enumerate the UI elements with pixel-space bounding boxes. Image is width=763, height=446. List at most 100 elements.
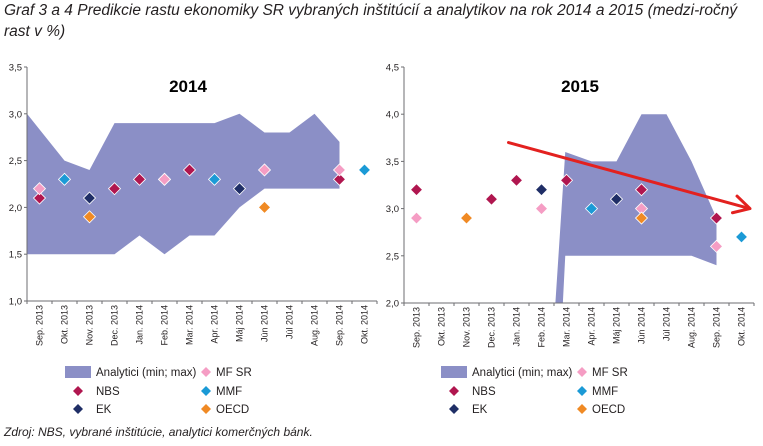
marker-mf-sr (709, 239, 724, 253)
legend-label: MF SR (216, 367, 252, 379)
marker-mf-sr (257, 163, 272, 177)
marker-nbs (132, 172, 147, 186)
legend-label: OECD (216, 404, 249, 416)
legend-label: Analytici (min; max) (472, 367, 572, 379)
marker-ek (609, 192, 624, 206)
y-tick-label: 1,5 (9, 250, 22, 261)
figure-source: Zdroj: NBS, vybrané inštitúcie, analytic… (4, 425, 313, 439)
marker-mmf (734, 230, 749, 244)
y-tick-label: 3,5 (9, 63, 22, 74)
marker-oecd (634, 211, 649, 225)
marker-nbs (484, 192, 499, 206)
x-tick-label: Nov. 2013 (462, 307, 472, 347)
legend-label: EK (472, 404, 488, 416)
marker-mmf (584, 202, 599, 216)
marker-nbs (332, 172, 347, 186)
legend-label: Analytici (min; max) (96, 367, 196, 379)
y-tick-label: 4,5 (386, 63, 399, 74)
x-tick-label: Jún 2014 (260, 305, 270, 342)
y-tick-label: 3,0 (9, 109, 22, 120)
y-tick-label: 2,5 (386, 251, 399, 262)
y-tick-label: 2,5 (9, 156, 22, 167)
x-tick-label: Sep. 2014 (712, 307, 722, 348)
legend-marker (73, 404, 83, 414)
x-tick-label: Okt. 2013 (437, 307, 447, 346)
marker-oecd (257, 200, 272, 214)
panel-title: 2014 (169, 77, 207, 96)
x-tick-label: Dec. 2013 (487, 307, 497, 348)
marker-nbs (409, 183, 424, 197)
legend-1: Analytici (min; max) MF SR NBS MMF EK OECD (65, 366, 252, 416)
marker-nbs (107, 182, 122, 196)
marker-mf-sr (32, 182, 47, 196)
marker-oecd (459, 211, 474, 225)
x-tick-label: Sep. 2013 (35, 305, 45, 346)
x-tick-label: Máj 2014 (612, 307, 622, 344)
marker-ek (534, 183, 549, 197)
marker-nbs (509, 173, 524, 187)
x-tick-label: Feb. 2014 (537, 307, 547, 348)
legend-marker (201, 404, 211, 414)
x-tick-label: Jan. 2014 (135, 305, 145, 345)
legend-2: Analytici (min; max) MF SR NBS MMF EK OECD (441, 366, 628, 416)
x-tick-label: Okt. 2014 (360, 305, 370, 344)
marker-ek (82, 191, 97, 205)
x-tick-label: Feb. 2014 (160, 305, 170, 346)
legend-label: OECD (592, 404, 625, 416)
x-tick-label: Jún 2014 (637, 307, 647, 344)
x-tick-label: Sep. 2014 (335, 305, 345, 346)
analytici-band (27, 113, 340, 255)
x-tick-label: Jan. 2014 (512, 307, 522, 347)
x-tick-label: Dec. 2013 (110, 305, 120, 346)
x-tick-label: Aug. 2014 (310, 305, 320, 346)
marker-nbs (182, 163, 197, 177)
legend-marker (449, 386, 459, 396)
y-tick-label: 2,0 (9, 203, 22, 214)
y-tick-label: 1,0 (9, 297, 22, 308)
legend-band-swatch (441, 366, 467, 378)
charts-canvas: 1,0 1,5 2,0 2,5 3,0 3,5 Sep. 2013 Okt. 2013 Nov.… (9, 63, 755, 416)
marker-mmf (207, 172, 222, 186)
chart-panel-2015: 2,0 2,5 3,0 3,5 4,0 4,5 Sep. 2013 Okt. 2013 Nov.… (386, 63, 755, 348)
y-tick-label: 3,0 (386, 204, 399, 215)
legend-marker (73, 386, 83, 396)
marker-nbs (634, 183, 649, 197)
x-tick-label: Júl 2014 (662, 307, 672, 341)
marker-nbs (709, 211, 724, 225)
marker-oecd (82, 210, 97, 224)
x-tick-label: Sep. 2013 (412, 307, 422, 348)
marker-mmf (57, 172, 72, 186)
marker-nbs (559, 173, 574, 187)
x-tick-label: Aug. 2014 (687, 307, 697, 348)
x-tick-label: Okt. 2014 (737, 307, 747, 346)
trend-arrow-head (730, 194, 752, 215)
x-tick-label: Júl 2014 (285, 305, 295, 339)
trend-arrow-line (507, 141, 748, 210)
x-tick-label: Apr. 2014 (587, 307, 597, 346)
marker-nbs (32, 191, 47, 205)
legend-marker (577, 386, 587, 396)
marker-mf-sr (332, 163, 347, 177)
legend-marker (449, 404, 459, 414)
legend-label: EK (96, 404, 112, 416)
legend-marker (201, 386, 211, 396)
x-tick-label: Okt. 2013 (60, 305, 70, 344)
y-tick-label: 4,0 (386, 110, 399, 121)
y-tick-label: 2,0 (386, 299, 399, 310)
x-tick-label: Apr. 2014 (210, 305, 220, 344)
legend-label: NBS (472, 386, 496, 398)
x-tick-label: Mar. 2014 (562, 307, 572, 347)
x-tick-label: Máj 2014 (235, 305, 245, 342)
panel-title: 2015 (561, 77, 599, 96)
legend-label: NBS (96, 386, 120, 398)
legend-label: MMF (592, 386, 618, 398)
marker-mf-sr (409, 211, 424, 225)
chart-panel-2014: 1,0 1,5 2,0 2,5 3,0 3,5 Sep. 2013 Okt. 2013 Nov.… (9, 63, 378, 346)
legend-label: MF SR (592, 367, 628, 379)
marker-mf-sr (534, 202, 549, 216)
marker-mmf (357, 163, 372, 177)
legend-band-swatch (65, 366, 91, 378)
marker-ek (232, 182, 247, 196)
analytici-band (555, 114, 717, 303)
marker-mf-sr (157, 172, 172, 186)
